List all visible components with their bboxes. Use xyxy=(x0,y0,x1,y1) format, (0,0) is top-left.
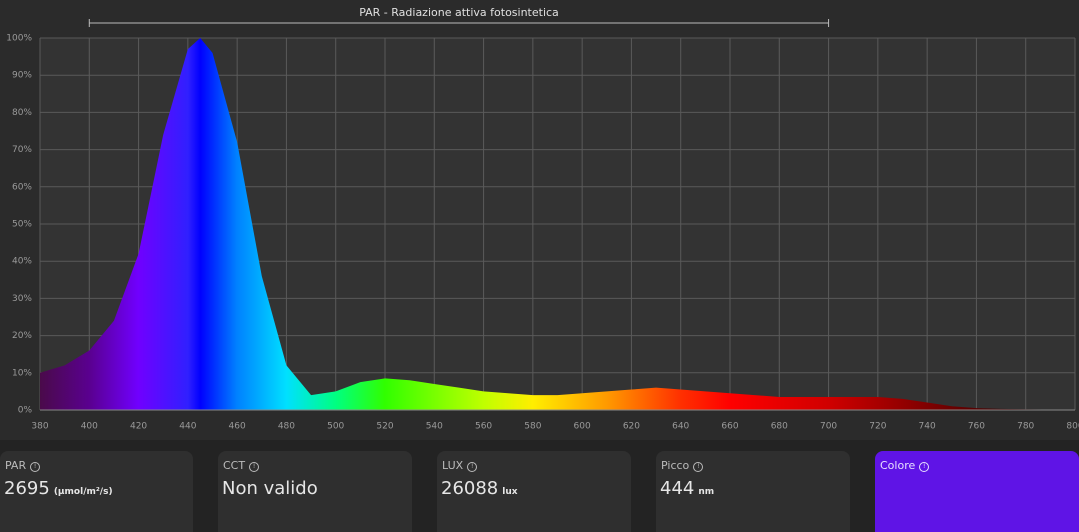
lux-card: LUX! 26088 lux xyxy=(437,451,631,532)
card-value: 444 xyxy=(660,478,695,499)
x-tick-label: 620 xyxy=(623,422,640,432)
card-label: PAR xyxy=(5,459,27,472)
y-tick-label: 80% xyxy=(12,108,32,118)
x-tick-label: 420 xyxy=(130,422,147,432)
card-label: CCT xyxy=(223,459,246,472)
x-tick-label: 560 xyxy=(475,422,492,432)
y-tick-label: 10% xyxy=(12,368,32,378)
card-unit: (μmol/m²/s) xyxy=(53,487,113,497)
cct-card: CCT! Non valido xyxy=(218,451,412,532)
card-label: LUX xyxy=(442,459,464,472)
card-label: Picco xyxy=(661,459,690,472)
x-tick-label: 780 xyxy=(1017,422,1034,432)
x-tick-label: 680 xyxy=(771,422,788,432)
annotation: PAR - Radiazione attiva fotosintetica xyxy=(359,6,559,19)
card-value: 2695 xyxy=(4,478,50,499)
y-tick-label: 40% xyxy=(12,257,32,267)
spectrum-area xyxy=(40,38,1075,410)
x-tick-label: 700 xyxy=(820,422,837,432)
y-tick-label: 20% xyxy=(12,331,32,341)
y-tick-label: 0% xyxy=(18,406,33,416)
card-unit: lux xyxy=(502,487,518,497)
x-tick-label: 720 xyxy=(869,422,886,432)
x-tick-label: 540 xyxy=(426,422,443,432)
x-tick-label: 800 xyxy=(1066,422,1079,432)
x-tick-label: 380 xyxy=(31,422,48,432)
x-tick-label: 520 xyxy=(376,422,393,432)
x-tick-label: 760 xyxy=(968,422,985,432)
x-tick-label: 500 xyxy=(327,422,344,432)
x-tick-label: 580 xyxy=(524,422,541,432)
y-tick-label: 70% xyxy=(12,145,32,155)
x-tick-label: 400 xyxy=(81,422,98,432)
x-tick-label: 740 xyxy=(919,422,936,432)
x-tick-label: 460 xyxy=(229,422,246,432)
y-tick-label: 100% xyxy=(6,34,32,44)
y-tick-label: 30% xyxy=(12,294,32,304)
card-value: 26088 xyxy=(441,478,499,499)
y-tick-label: 90% xyxy=(12,71,32,81)
chart: 0% 10% 20% 30% 40% 50% 60% 70% 80% 90% 100% 380 400 4… xyxy=(6,6,1079,432)
x-tick-label: 440 xyxy=(179,422,196,432)
x-tick-label: 600 xyxy=(574,422,591,432)
peak-card: Picco! 444 nm xyxy=(656,451,850,532)
color-card: Colore! xyxy=(875,451,1079,532)
x-tick-label: 640 xyxy=(672,422,689,432)
x-tick-label: 480 xyxy=(278,422,295,432)
x-tick-label: 660 xyxy=(721,422,738,432)
par-card: PAR! 2695 (μmol/m²/s) xyxy=(0,451,193,532)
card-unit: nm xyxy=(698,487,715,497)
y-tick-label: 60% xyxy=(12,182,32,192)
y-tick-label: 50% xyxy=(12,220,32,230)
card-label: Colore xyxy=(880,459,916,472)
card-value: Non valido xyxy=(222,478,318,499)
